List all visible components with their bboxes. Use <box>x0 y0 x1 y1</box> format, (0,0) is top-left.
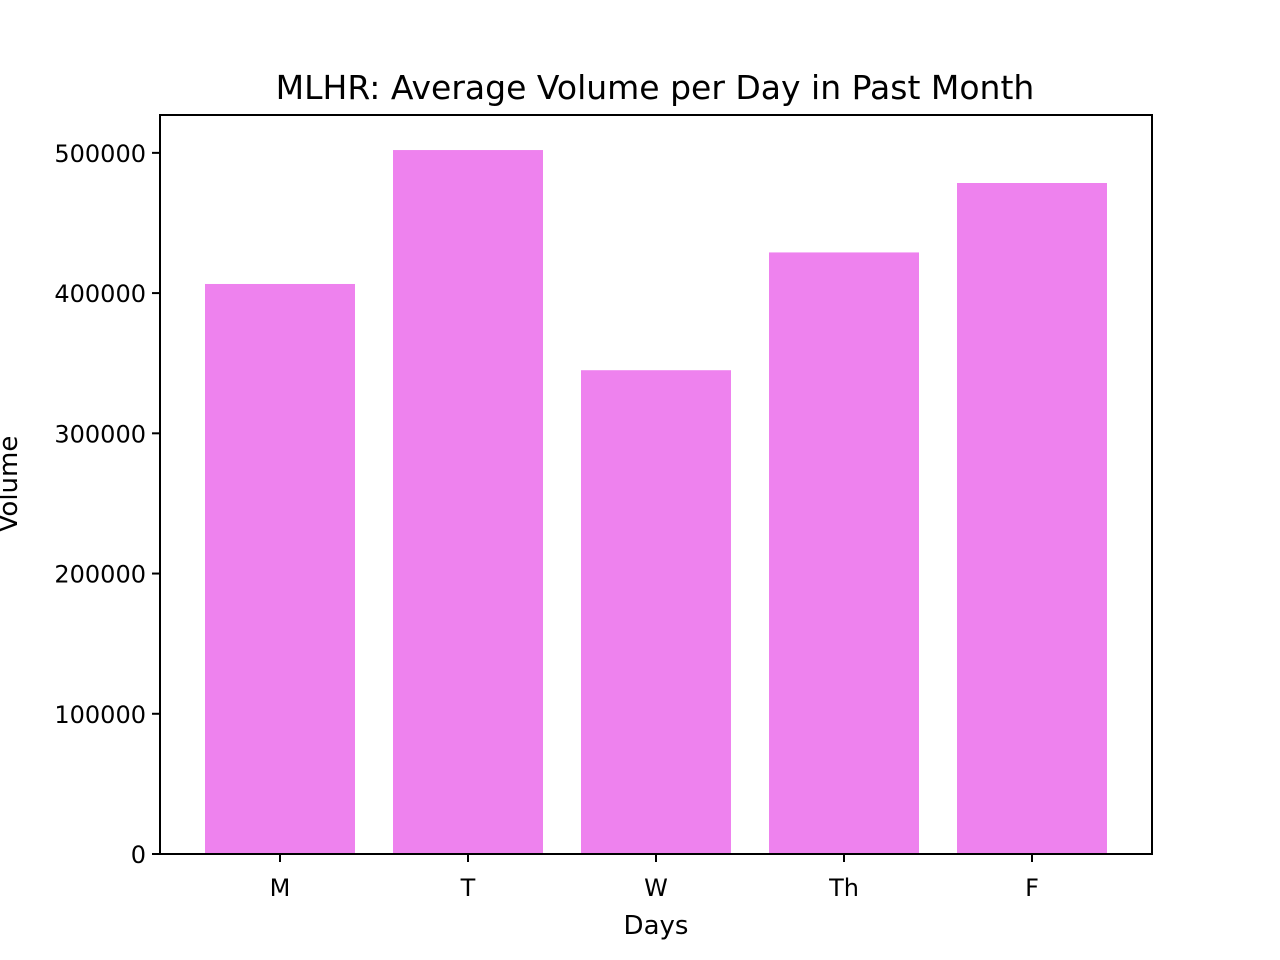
y-tick-label: 0 <box>131 841 146 869</box>
x-tick-label: M <box>270 874 291 902</box>
bar-w <box>581 370 731 854</box>
bar-t <box>393 150 543 854</box>
bar-th <box>769 252 919 854</box>
x-tick-label: T <box>460 874 476 902</box>
y-axis-label: Volume <box>0 436 24 533</box>
bars-group <box>205 150 1107 855</box>
chart-title: MLHR: Average Volume per Day in Past Mon… <box>276 68 1035 107</box>
bar-f <box>957 183 1107 854</box>
plot-area-frame <box>159 114 1153 855</box>
y-axis-ticks: 0 100000 200000 300000 400000 500000 <box>54 140 160 869</box>
x-tick-label: F <box>1025 874 1039 902</box>
x-tick-label: Th <box>828 874 859 902</box>
x-axis-ticks: M T W Th F <box>270 854 1039 902</box>
bar-m <box>205 283 355 855</box>
y-tick-label: 300000 <box>54 420 146 448</box>
y-tick-label: 500000 <box>54 140 146 168</box>
y-tick-label: 400000 <box>54 280 146 308</box>
y-tick-label: 100000 <box>54 701 146 729</box>
y-tick-label: 200000 <box>54 561 146 589</box>
x-axis-label: Days <box>624 911 689 941</box>
x-tick-label: W <box>644 874 668 902</box>
